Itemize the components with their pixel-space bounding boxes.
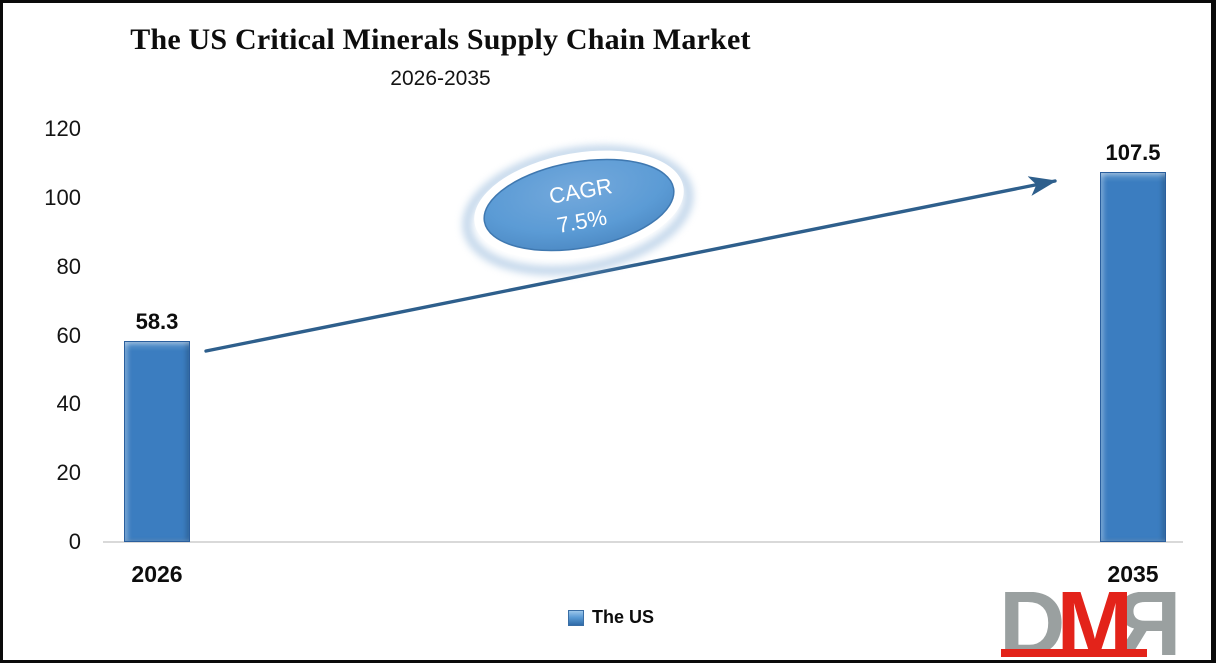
- cagr-value: 7.5%: [555, 205, 609, 238]
- bar-value-label: 107.5: [1105, 140, 1161, 166]
- y-tick-label: 20: [56, 460, 81, 486]
- cagr-ellipse: CAGR 7.5%: [462, 145, 694, 276]
- y-tick-label: 0: [68, 529, 81, 554]
- chart-title: The US Critical Minerals Supply Chain Ma…: [130, 23, 751, 56]
- logo-letter-d: D: [999, 592, 1066, 660]
- y-tick-label: 80: [56, 253, 81, 279]
- x-axis-label: 2035: [1107, 561, 1159, 587]
- dmr-logo: D M R: [999, 592, 1199, 660]
- bar-2026: [124, 341, 190, 542]
- chart-subtitle: 2026-2035: [390, 67, 491, 90]
- growth-arrow: [204, 176, 1057, 353]
- y-tick-label: 100: [44, 185, 81, 210]
- legend-swatch: [567, 609, 584, 626]
- logo-letter-m: M: [1056, 592, 1133, 660]
- cagr-label: CAGR: [547, 173, 614, 209]
- y-tick-label: 40: [56, 391, 81, 417]
- y-tick-label: 60: [56, 322, 81, 348]
- legend: The US: [3, 607, 1211, 628]
- logo-red-bar: [1001, 649, 1147, 657]
- legend-label: The US: [591, 607, 654, 627]
- x-axis-baseline: [103, 541, 1183, 543]
- bar-value-label: 58.3: [135, 309, 179, 335]
- x-axis-label: 2026: [131, 561, 183, 587]
- dmr-logo-letters: D M R: [999, 592, 1182, 660]
- y-tick-label: 120: [44, 116, 81, 142]
- bar-2035: [1100, 172, 1166, 542]
